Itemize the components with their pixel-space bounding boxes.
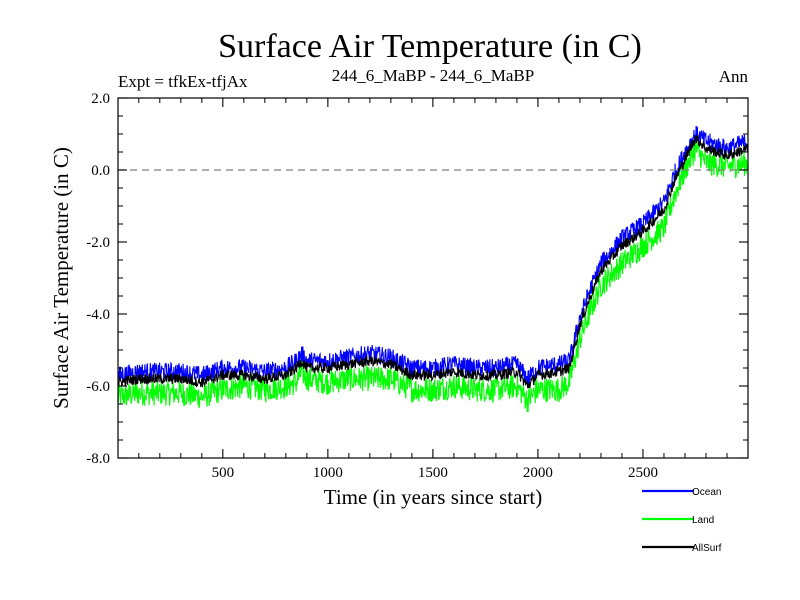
x-tick-label: 1000 xyxy=(313,465,343,481)
x-tick-label: 500 xyxy=(212,465,235,481)
y-tick-label: -8.0 xyxy=(86,451,110,467)
legend-label-allsurf: AllSurf xyxy=(692,543,722,554)
chart-title: Surface Air Temperature (in C) xyxy=(218,28,642,65)
y-tick-label: -6.0 xyxy=(86,379,110,395)
period-label: 244_6_MaBP - 244_6_MaBP xyxy=(332,66,534,85)
x-axis-label: Time (in years since start) xyxy=(324,485,543,509)
series-line-land xyxy=(118,140,748,413)
series-line-ocean xyxy=(118,125,748,386)
y-tick-label: -4.0 xyxy=(86,307,110,323)
legend: Ocean Land AllSurf xyxy=(642,487,722,554)
axes: 2.0 0.0 -2.0 -4.0 -6.0 -8.0 500 1000 1500 2000 250… xyxy=(86,91,749,481)
legend-label-land: Land xyxy=(692,515,714,526)
series-layer xyxy=(118,125,748,413)
y-tick-label: -2.0 xyxy=(86,235,110,251)
series-line-allsurf xyxy=(118,134,748,389)
y-tick-label: 2.0 xyxy=(91,91,110,107)
x-tick-label: 2000 xyxy=(523,465,553,481)
x-tick-label: 1500 xyxy=(418,465,448,481)
x-tick-label: 2500 xyxy=(628,465,658,481)
plot-frame xyxy=(117,97,749,459)
y-tick-label: 0.0 xyxy=(91,163,110,179)
season-label: Ann xyxy=(719,67,749,86)
legend-label-ocean: Ocean xyxy=(692,487,721,498)
y-axis-label: Surface Air Temperature (in C) xyxy=(49,147,73,409)
experiment-label: Expt = tfkEx-tfjAx xyxy=(118,72,248,91)
